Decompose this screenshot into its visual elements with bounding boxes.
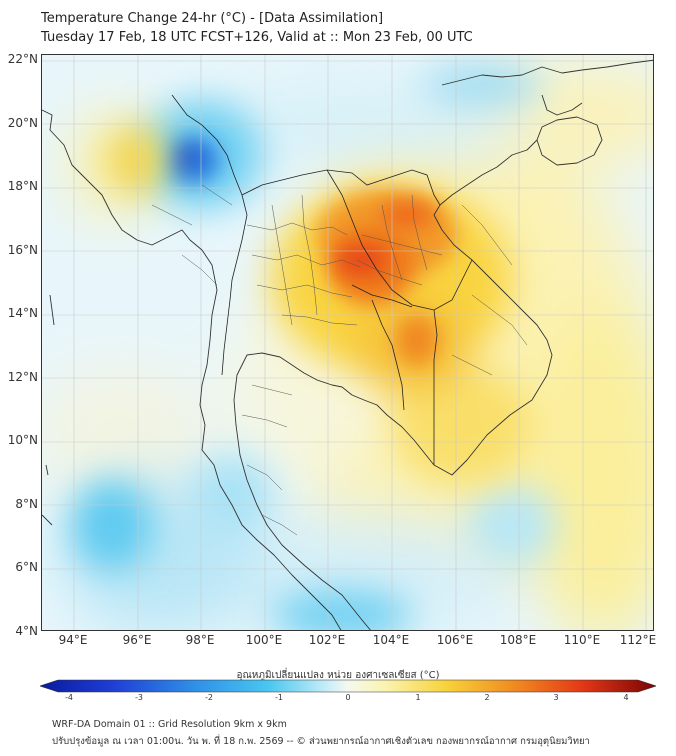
lat-tick-label: 16°N bbox=[7, 243, 38, 257]
coastlines bbox=[42, 59, 653, 630]
lon-tick-label: 102°E bbox=[308, 633, 346, 647]
lat-tick-label: 8°N bbox=[15, 497, 38, 511]
field-hot-core bbox=[336, 201, 435, 276]
colorbar-tick: 2 bbox=[484, 693, 490, 702]
temperature-change-map bbox=[41, 54, 654, 631]
colorbar-tick: 3 bbox=[553, 693, 559, 702]
colorbar-label: อุณหภูมิเปลี่ยนแปลง หน่วย องศาเซลเซียส (… bbox=[236, 670, 440, 681]
lon-tick-label: 112°E bbox=[619, 633, 657, 647]
lat-tick-label: 10°N bbox=[7, 433, 38, 447]
lat-tick-label: 6°N bbox=[15, 560, 38, 574]
lon-tick-label: 98°E bbox=[185, 633, 215, 647]
colorbar-tick: 4 bbox=[623, 693, 629, 702]
lon-tick-label: 104°E bbox=[372, 633, 410, 647]
lon-tick-label: 108°E bbox=[499, 633, 537, 647]
footer-update-credit: ปรับปรุงข้อมูล ณ เวลา 01:00น. วัน พ. ที่… bbox=[52, 736, 590, 747]
lat-tick-label: 12°N bbox=[7, 370, 38, 384]
footer-domain-info: WRF-DA Domain 01 :: Grid Resolution 9km … bbox=[52, 719, 287, 730]
lat-tick-label: 20°N bbox=[7, 116, 38, 130]
graticule bbox=[42, 55, 653, 630]
map-canvas bbox=[42, 55, 653, 630]
lon-tick-label: 110°E bbox=[563, 633, 601, 647]
colorbar bbox=[40, 679, 656, 693]
map-subtitle: Tuesday 17 Feb, 18 UTC FCST+126, Valid a… bbox=[41, 30, 473, 45]
colorbar-tick: 0 bbox=[345, 693, 351, 702]
colorbar-tick: -1 bbox=[275, 693, 283, 702]
province-borders bbox=[151, 184, 528, 536]
colorbar-tick: 1 bbox=[415, 693, 421, 702]
country-borders bbox=[171, 94, 473, 465]
colorbar-tick: -3 bbox=[135, 693, 143, 702]
map-title: Temperature Change 24-hr (°C) - [Data As… bbox=[41, 11, 384, 26]
lat-tick-label: 14°N bbox=[7, 306, 38, 320]
colorbar-tick: -4 bbox=[65, 693, 73, 702]
lon-tick-label: 96°E bbox=[122, 633, 152, 647]
lon-tick-label: 94°E bbox=[58, 633, 88, 647]
lon-tick-label: 100°E bbox=[245, 633, 283, 647]
lat-tick-label: 22°N bbox=[7, 52, 38, 66]
lat-tick-label: 4°N bbox=[15, 624, 38, 638]
lon-tick-label: 106°E bbox=[436, 633, 474, 647]
lat-tick-label: 18°N bbox=[7, 179, 38, 193]
colorbar-tick: -2 bbox=[205, 693, 213, 702]
field-cold-core bbox=[164, 136, 220, 184]
